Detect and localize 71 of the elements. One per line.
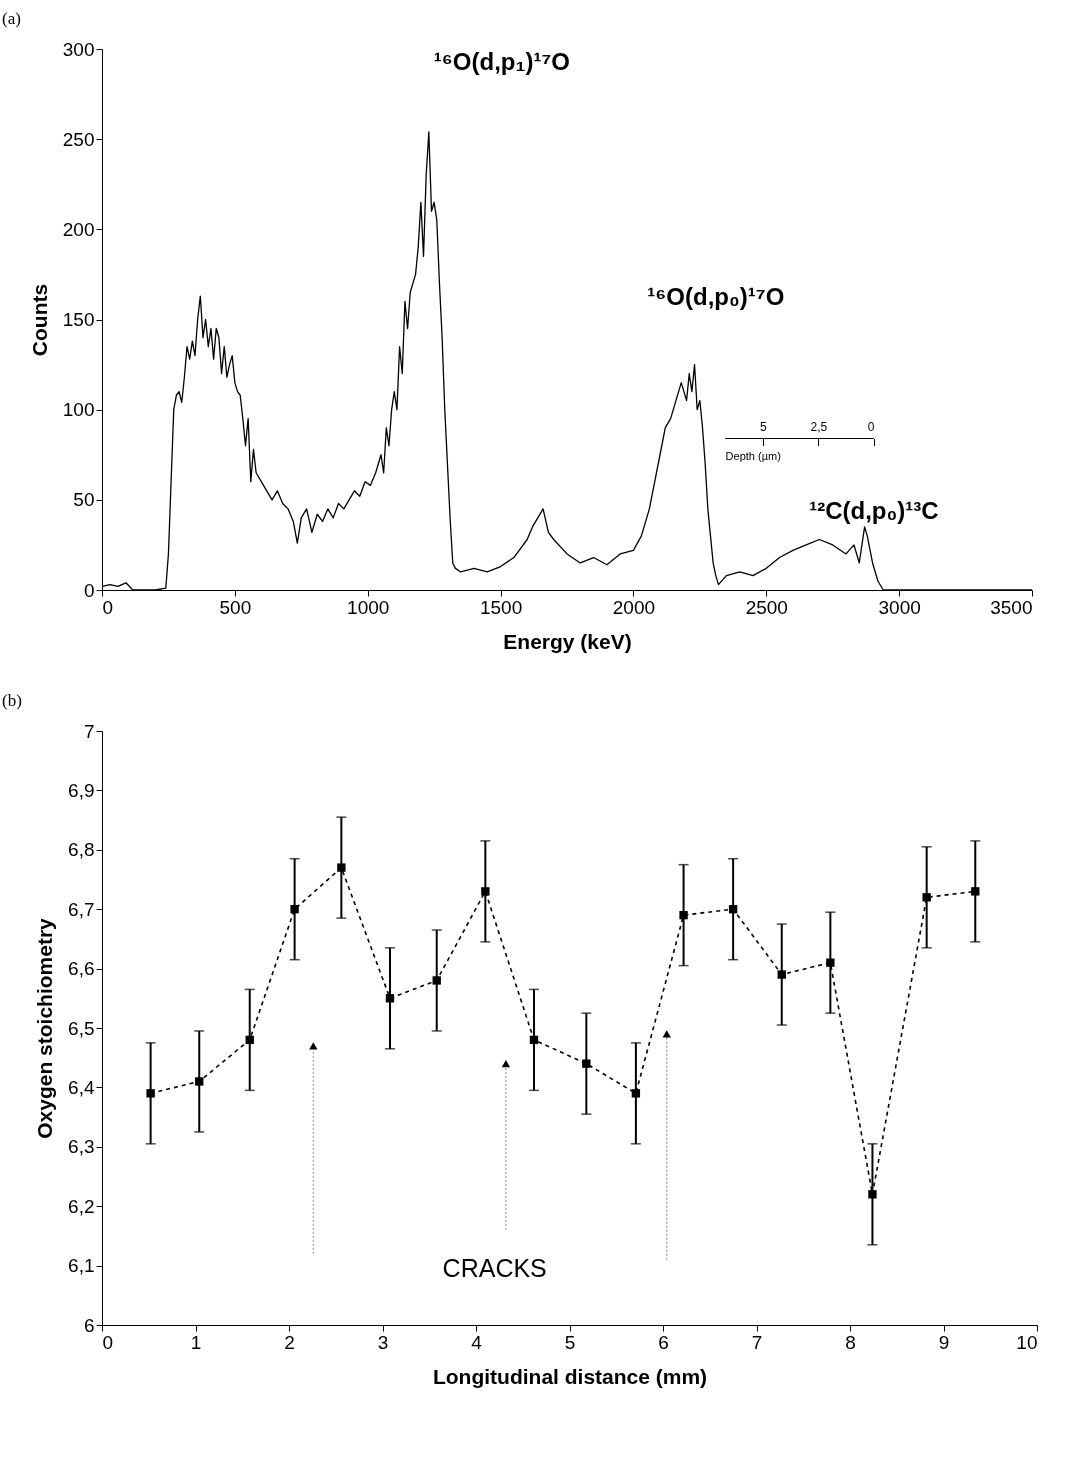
- x-tick-label: 2: [284, 1331, 295, 1353]
- y-tick-label: 6,3: [68, 1136, 95, 1158]
- y-tick-label: 6,5: [68, 1017, 95, 1039]
- point: [337, 863, 346, 872]
- point: [868, 1190, 877, 1199]
- point: [631, 1089, 641, 1098]
- y-axis-title: Oxygen stoichiometry: [33, 917, 57, 1139]
- y-tick-label: 7: [83, 720, 95, 742]
- x-tick-label: 5: [564, 1331, 576, 1353]
- y-tick-label: 6,4: [68, 1076, 95, 1098]
- x-tick-label: 0: [102, 1331, 114, 1353]
- y-tick-label: 250: [62, 128, 95, 150]
- point: [971, 887, 980, 896]
- point: [529, 1035, 539, 1045]
- x-tick-label: 6: [658, 1331, 669, 1353]
- x-tick-label: 1: [190, 1331, 202, 1353]
- y-tick-label: 6,7: [68, 898, 95, 920]
- point: [481, 887, 490, 896]
- x-tick-label: 1000: [347, 596, 390, 618]
- x-tick-label: 10: [1016, 1331, 1038, 1353]
- annotation: CRACKS: [442, 1253, 547, 1282]
- annotation: ¹⁶O(d,p₀)¹⁷O: [647, 282, 785, 310]
- point: [432, 976, 441, 985]
- x-tick-label: 1500: [479, 596, 523, 618]
- x-tick-label: 500: [219, 596, 252, 618]
- chart-title: (b): [2, 691, 22, 710]
- x2-tick-label: 2,5: [810, 420, 828, 435]
- y-tick-label: 300: [62, 38, 95, 60]
- x-tick-label: 8: [845, 1331, 856, 1353]
- point: [582, 1059, 591, 1068]
- point: [501, 1060, 511, 1068]
- point: [245, 1035, 254, 1045]
- x-tick-label: 9: [938, 1331, 950, 1353]
- point: [922, 893, 931, 902]
- x-tick-label: 3000: [878, 596, 921, 618]
- point: [728, 905, 738, 914]
- x-tick-label: 7: [751, 1331, 763, 1353]
- x-tick-label: 2500: [745, 596, 788, 618]
- x-tick-label: 2000: [612, 596, 656, 618]
- point: [777, 970, 786, 979]
- x2-tick-label: 0: [867, 420, 875, 435]
- point: [662, 1030, 671, 1038]
- x-tick-label: 3: [377, 1331, 389, 1353]
- point: [385, 994, 395, 1003]
- point: [146, 1089, 155, 1098]
- y-tick-label: 50: [73, 489, 95, 511]
- annotation: ¹⁶O(d,p₁)¹⁷O: [433, 47, 570, 75]
- y-axis-title: Counts: [27, 283, 51, 357]
- x-axis-title: Energy (keV): [503, 629, 632, 653]
- x2-axis-title: Depth (µm): [725, 450, 781, 463]
- x2-tick-label: 5: [760, 420, 768, 435]
- y-tick-label: 6,9: [68, 779, 95, 801]
- point: [290, 905, 299, 914]
- y-tick-label: 0: [83, 579, 95, 601]
- y-tick-label: 6: [83, 1314, 95, 1336]
- y-tick-label: 6,1: [68, 1255, 95, 1277]
- y-tick-label: 200: [62, 218, 95, 240]
- chart-title: (a): [2, 9, 21, 28]
- y-tick-label: 6,2: [68, 1195, 95, 1217]
- annotation: ¹²C(d,p₀)¹³C: [809, 496, 939, 524]
- y-tick-label: 150: [62, 309, 95, 330]
- y-tick-label: 6,8: [68, 839, 95, 861]
- point: [195, 1077, 204, 1086]
- x-tick-label: 3500: [990, 596, 1033, 618]
- x-axis-title: Longitudinal distance (mm): [432, 1364, 708, 1388]
- x-tick-label: 0: [102, 596, 114, 618]
- x-tick-label: 4: [471, 1331, 483, 1353]
- point: [679, 910, 688, 920]
- y-tick-label: 100: [62, 399, 95, 421]
- y-tick-label: 6,6: [68, 958, 95, 980]
- point: [826, 958, 835, 967]
